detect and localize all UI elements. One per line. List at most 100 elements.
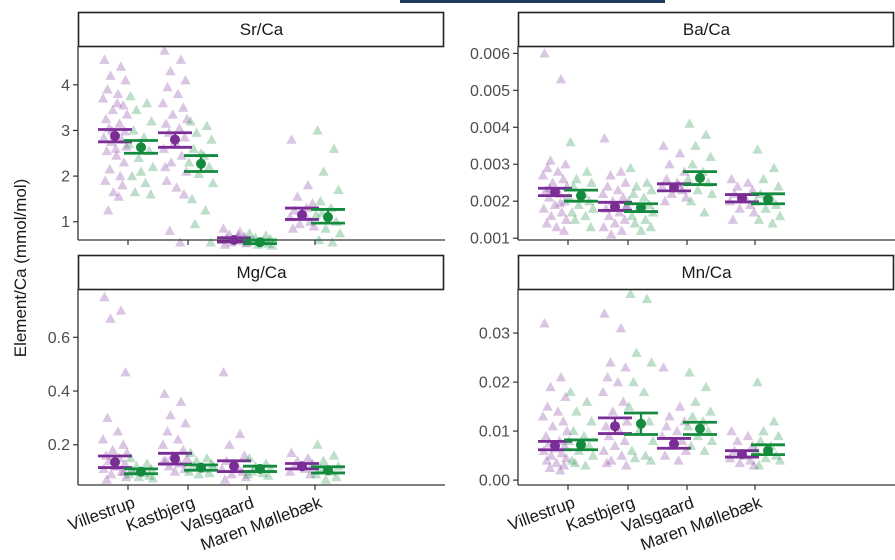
- data-point: [107, 104, 118, 115]
- data-point: [768, 416, 780, 426]
- y-tick-label: 0.003: [470, 157, 510, 174]
- data-point: [556, 207, 567, 217]
- group-mn-ca-maren-mollebaek-s2: [750, 376, 786, 470]
- data-point: [706, 188, 718, 198]
- data-point: [605, 357, 616, 367]
- data-point: [121, 471, 132, 482]
- data-point: [680, 445, 692, 455]
- data-point: [659, 450, 671, 460]
- data-point: [181, 113, 193, 124]
- panel-mg-ca: Mg/Ca0.20.40.6VillestrupKastbjergValsgaa…: [48, 254, 445, 554]
- data-point: [180, 418, 191, 428]
- data-point: [328, 143, 340, 153]
- data-point: [585, 221, 596, 232]
- data-point: [242, 469, 254, 479]
- top-bar: [400, 0, 665, 3]
- data-point: [623, 401, 635, 411]
- data-point: [587, 203, 599, 213]
- data-point: [727, 214, 739, 224]
- group-mg-ca-valsgaard-s2: [242, 452, 277, 480]
- data-point: [171, 182, 182, 192]
- data-point: [563, 192, 575, 202]
- data-point: [547, 421, 558, 431]
- data-point: [758, 425, 769, 436]
- group-mg-ca-kastbjerg-s2: [183, 447, 219, 479]
- data-point: [146, 116, 157, 126]
- group-mn-ca-villestrup-s2: [563, 386, 599, 470]
- group-ba-ca-kastbjerg-s2: [623, 162, 659, 235]
- group-mg-ca-villestrup-s1: [97, 291, 133, 484]
- data-point: [308, 221, 320, 231]
- data-point: [115, 61, 127, 71]
- data-point: [647, 435, 659, 446]
- data-point: [115, 305, 127, 315]
- data-point: [193, 168, 204, 178]
- data-point: [606, 229, 617, 239]
- mean-point: [196, 158, 206, 169]
- data-point: [294, 218, 305, 229]
- data-point: [97, 434, 109, 444]
- strip-sr-ca: [77, 11, 445, 48]
- data-point: [599, 133, 610, 143]
- data-point: [584, 440, 595, 450]
- data-point: [641, 177, 653, 187]
- data-point: [120, 367, 131, 377]
- data-point: [226, 469, 237, 479]
- data-point: [753, 460, 765, 470]
- data-point: [558, 225, 570, 235]
- data-point: [607, 406, 618, 416]
- data-point: [244, 227, 255, 238]
- data-point: [310, 209, 322, 220]
- group-sr-ca-valsgaard-s2: [242, 227, 278, 250]
- strip-title-sr-ca: Sr/Ca: [240, 20, 284, 39]
- mean-point: [110, 457, 120, 468]
- data-point: [625, 288, 636, 299]
- data-point: [699, 207, 710, 217]
- data-point: [684, 118, 695, 128]
- data-point: [560, 159, 571, 169]
- y-tick-label: 0.01: [479, 424, 510, 441]
- data-point: [581, 166, 593, 176]
- panel-mn-ca: Mn/Ca0.000.010.020.03VillestrupKastbjerg…: [479, 254, 895, 554]
- data-point: [302, 452, 314, 463]
- data-point: [105, 70, 116, 80]
- mean-point: [196, 462, 206, 473]
- data-point: [540, 430, 552, 441]
- data-point: [172, 434, 184, 444]
- strip-ba-ca: [517, 11, 895, 48]
- data-point: [773, 181, 784, 191]
- mean-point: [576, 190, 586, 201]
- data-point: [753, 214, 765, 224]
- data-point: [312, 125, 323, 135]
- data-point: [97, 93, 109, 103]
- data-point: [666, 188, 677, 198]
- data-point: [600, 421, 612, 431]
- data-point: [98, 132, 109, 142]
- data-point: [162, 81, 173, 92]
- data-point: [204, 161, 215, 172]
- data-point: [104, 164, 115, 174]
- data-point: [207, 177, 219, 188]
- panel-ba-ca: Ba/Ca 0.001 0.002 0.003 0.004 0.005 0.006: [470, 11, 895, 248]
- group-ba-ca-maren-mollebaek-s2: [750, 144, 786, 228]
- data-point: [188, 143, 199, 153]
- data-point: [690, 396, 701, 406]
- data-point: [140, 177, 151, 188]
- data-point: [100, 175, 111, 185]
- data-point: [167, 109, 178, 119]
- data-point: [601, 457, 612, 468]
- mean-point: [636, 202, 646, 213]
- data-point: [773, 430, 784, 441]
- strip-title-mn-ca: Mn/Ca: [681, 263, 732, 282]
- data-point: [113, 191, 124, 201]
- data-point: [631, 181, 642, 191]
- data-point: [626, 445, 638, 455]
- data-point: [175, 237, 186, 247]
- data-point: [774, 455, 786, 465]
- data-point: [110, 143, 121, 153]
- data-point: [571, 406, 582, 416]
- data-point: [640, 450, 651, 460]
- mean-point: [170, 453, 180, 464]
- data-point: [603, 210, 615, 221]
- y-tick-label: 0.6: [48, 330, 70, 347]
